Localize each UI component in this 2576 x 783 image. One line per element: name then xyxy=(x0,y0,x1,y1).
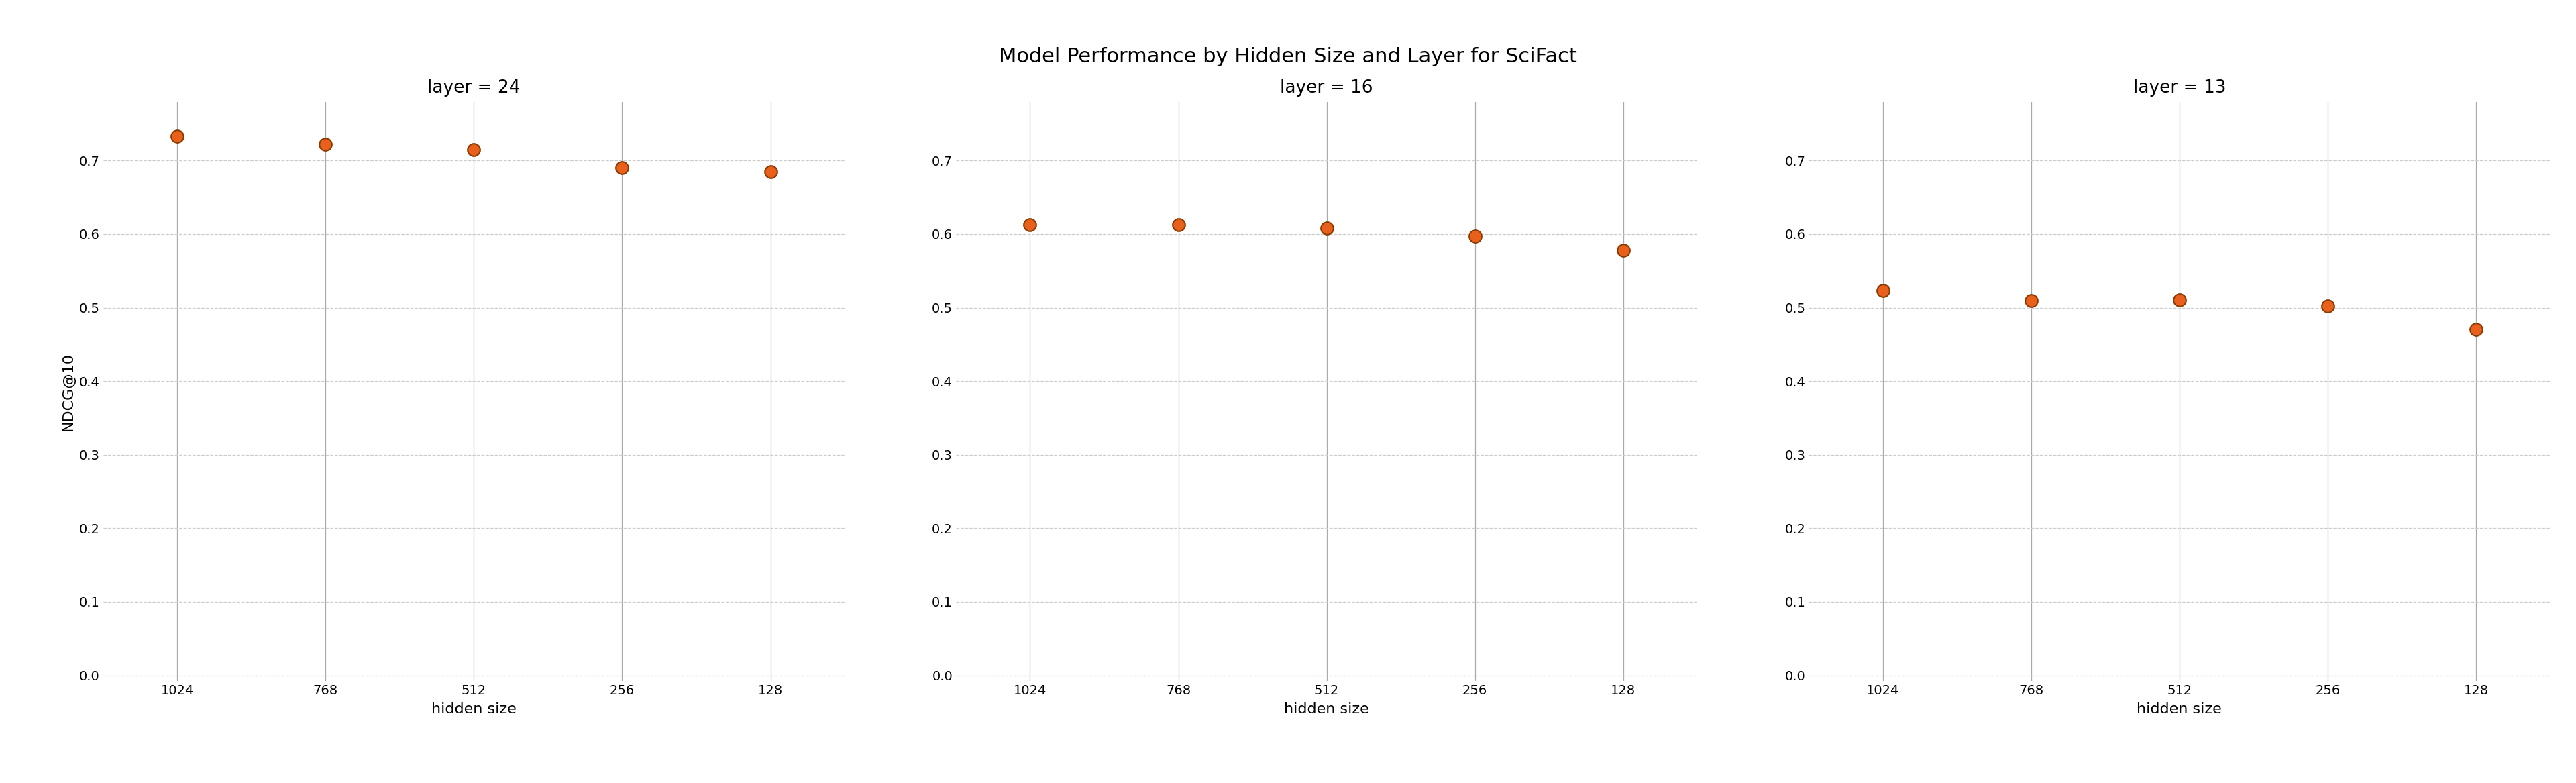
Title: layer = 16: layer = 16 xyxy=(1280,79,1373,96)
Point xyxy=(1010,218,1051,231)
Title: layer = 24: layer = 24 xyxy=(428,79,520,96)
X-axis label: hidden size: hidden size xyxy=(430,703,515,716)
Point xyxy=(304,138,345,150)
Point xyxy=(453,143,495,156)
X-axis label: hidden size: hidden size xyxy=(2138,703,2223,716)
Y-axis label: NDCG@10: NDCG@10 xyxy=(62,352,75,431)
Point xyxy=(2009,294,2050,307)
Point xyxy=(1455,230,1497,243)
Point xyxy=(2455,323,2496,336)
Point xyxy=(603,162,644,175)
Title: layer = 13: layer = 13 xyxy=(2133,79,2226,96)
Point xyxy=(157,130,198,143)
Point xyxy=(1306,222,1347,235)
Point xyxy=(1157,218,1198,231)
Point xyxy=(2159,294,2200,306)
X-axis label: hidden size: hidden size xyxy=(1283,703,1370,716)
Point xyxy=(2308,300,2349,312)
Point xyxy=(1602,244,1643,257)
Point xyxy=(1862,284,1904,297)
Point xyxy=(750,165,791,178)
Text: Model Performance by Hidden Size and Layer for SciFact: Model Performance by Hidden Size and Lay… xyxy=(999,47,1577,67)
